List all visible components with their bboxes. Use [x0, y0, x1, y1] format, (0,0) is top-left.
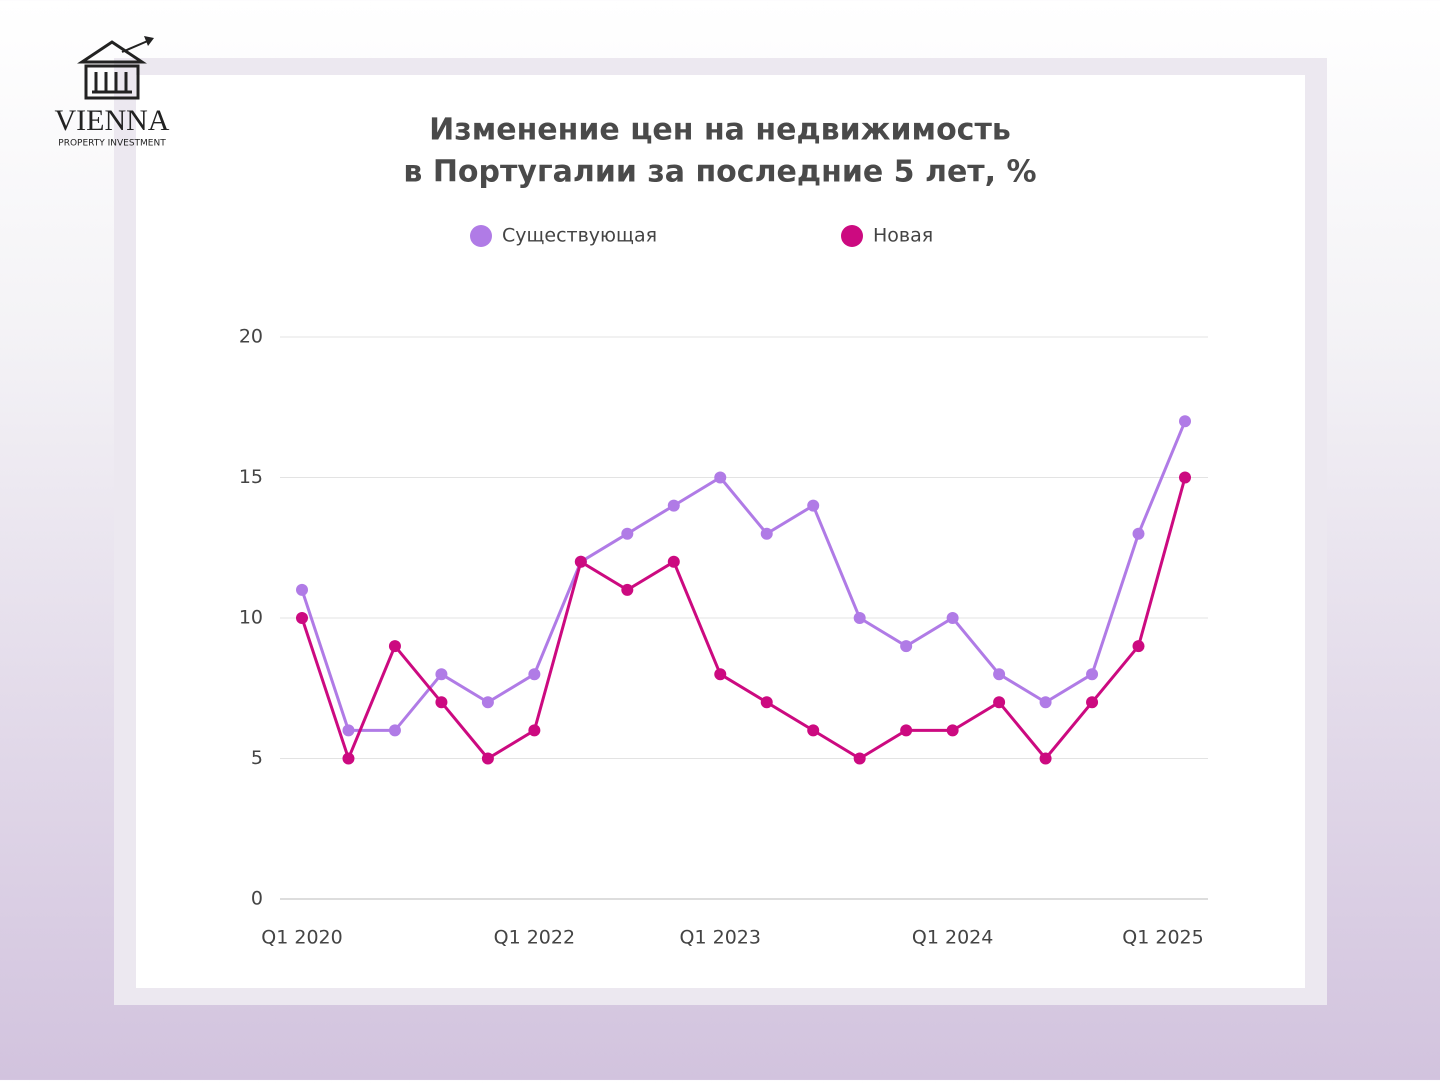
data-point — [900, 640, 913, 653]
data-point — [714, 668, 727, 681]
data-point — [528, 724, 541, 737]
data-point — [481, 752, 494, 765]
x-tick-label: Q1 2020 — [261, 927, 342, 949]
data-point — [1086, 696, 1099, 709]
data-point — [1039, 696, 1052, 709]
y-tick-label: 0 — [251, 888, 263, 910]
data-point — [528, 668, 541, 681]
data-point — [296, 583, 308, 596]
data-point — [388, 724, 401, 737]
data-point — [1179, 471, 1191, 484]
chart-title: в Португалии за последние 5 лет, % — [403, 155, 1036, 190]
data-point — [435, 696, 448, 709]
data-point — [946, 612, 959, 624]
data-point — [388, 640, 401, 653]
data-point — [1132, 640, 1145, 653]
data-point — [296, 612, 308, 624]
data-point — [807, 499, 820, 512]
data-point — [481, 696, 494, 709]
data-point — [621, 583, 634, 596]
data-point — [900, 724, 913, 737]
x-tick-label: Q1 2023 — [680, 927, 761, 949]
data-point — [714, 471, 727, 484]
data-point — [1132, 527, 1145, 540]
data-point — [853, 612, 866, 624]
data-point — [993, 668, 1006, 681]
data-point — [435, 668, 448, 681]
chart-title: Изменение цен на недвижимость — [429, 113, 1011, 148]
data-point — [574, 555, 587, 568]
data-point — [342, 752, 355, 765]
y-tick-label: 5 — [251, 747, 263, 769]
data-point — [667, 555, 680, 568]
card — [136, 75, 1305, 988]
data-point — [1179, 415, 1191, 428]
data-point — [993, 696, 1006, 709]
data-point — [1039, 752, 1052, 765]
y-tick-label: 20 — [239, 326, 263, 348]
series-line — [300, 477, 1187, 763]
legend-label: Новая — [873, 225, 933, 247]
x-tick-label: Q1 2022 — [494, 927, 575, 949]
logo — [77, 36, 154, 100]
data-point — [621, 527, 634, 540]
data-point — [342, 724, 355, 737]
data-point — [760, 696, 773, 709]
data-point — [853, 752, 866, 765]
logo-tagline: PROPERTY INVESTMENT — [58, 139, 166, 149]
data-point — [946, 724, 959, 737]
x-tick-label: Q1 2024 — [912, 927, 993, 949]
legend-marker — [470, 225, 492, 247]
data-point — [667, 499, 680, 512]
logo-name: VIENNA — [55, 104, 170, 137]
data-point — [760, 527, 773, 540]
legend-marker — [841, 225, 863, 247]
y-tick-label: 10 — [239, 607, 263, 629]
series-line — [300, 420, 1187, 732]
y-tick-label: 15 — [239, 466, 263, 488]
x-tick-label: Q1 2025 — [1122, 927, 1203, 949]
data-point — [807, 724, 820, 737]
legend-label: Существующая — [502, 225, 657, 247]
data-point — [1086, 668, 1099, 681]
